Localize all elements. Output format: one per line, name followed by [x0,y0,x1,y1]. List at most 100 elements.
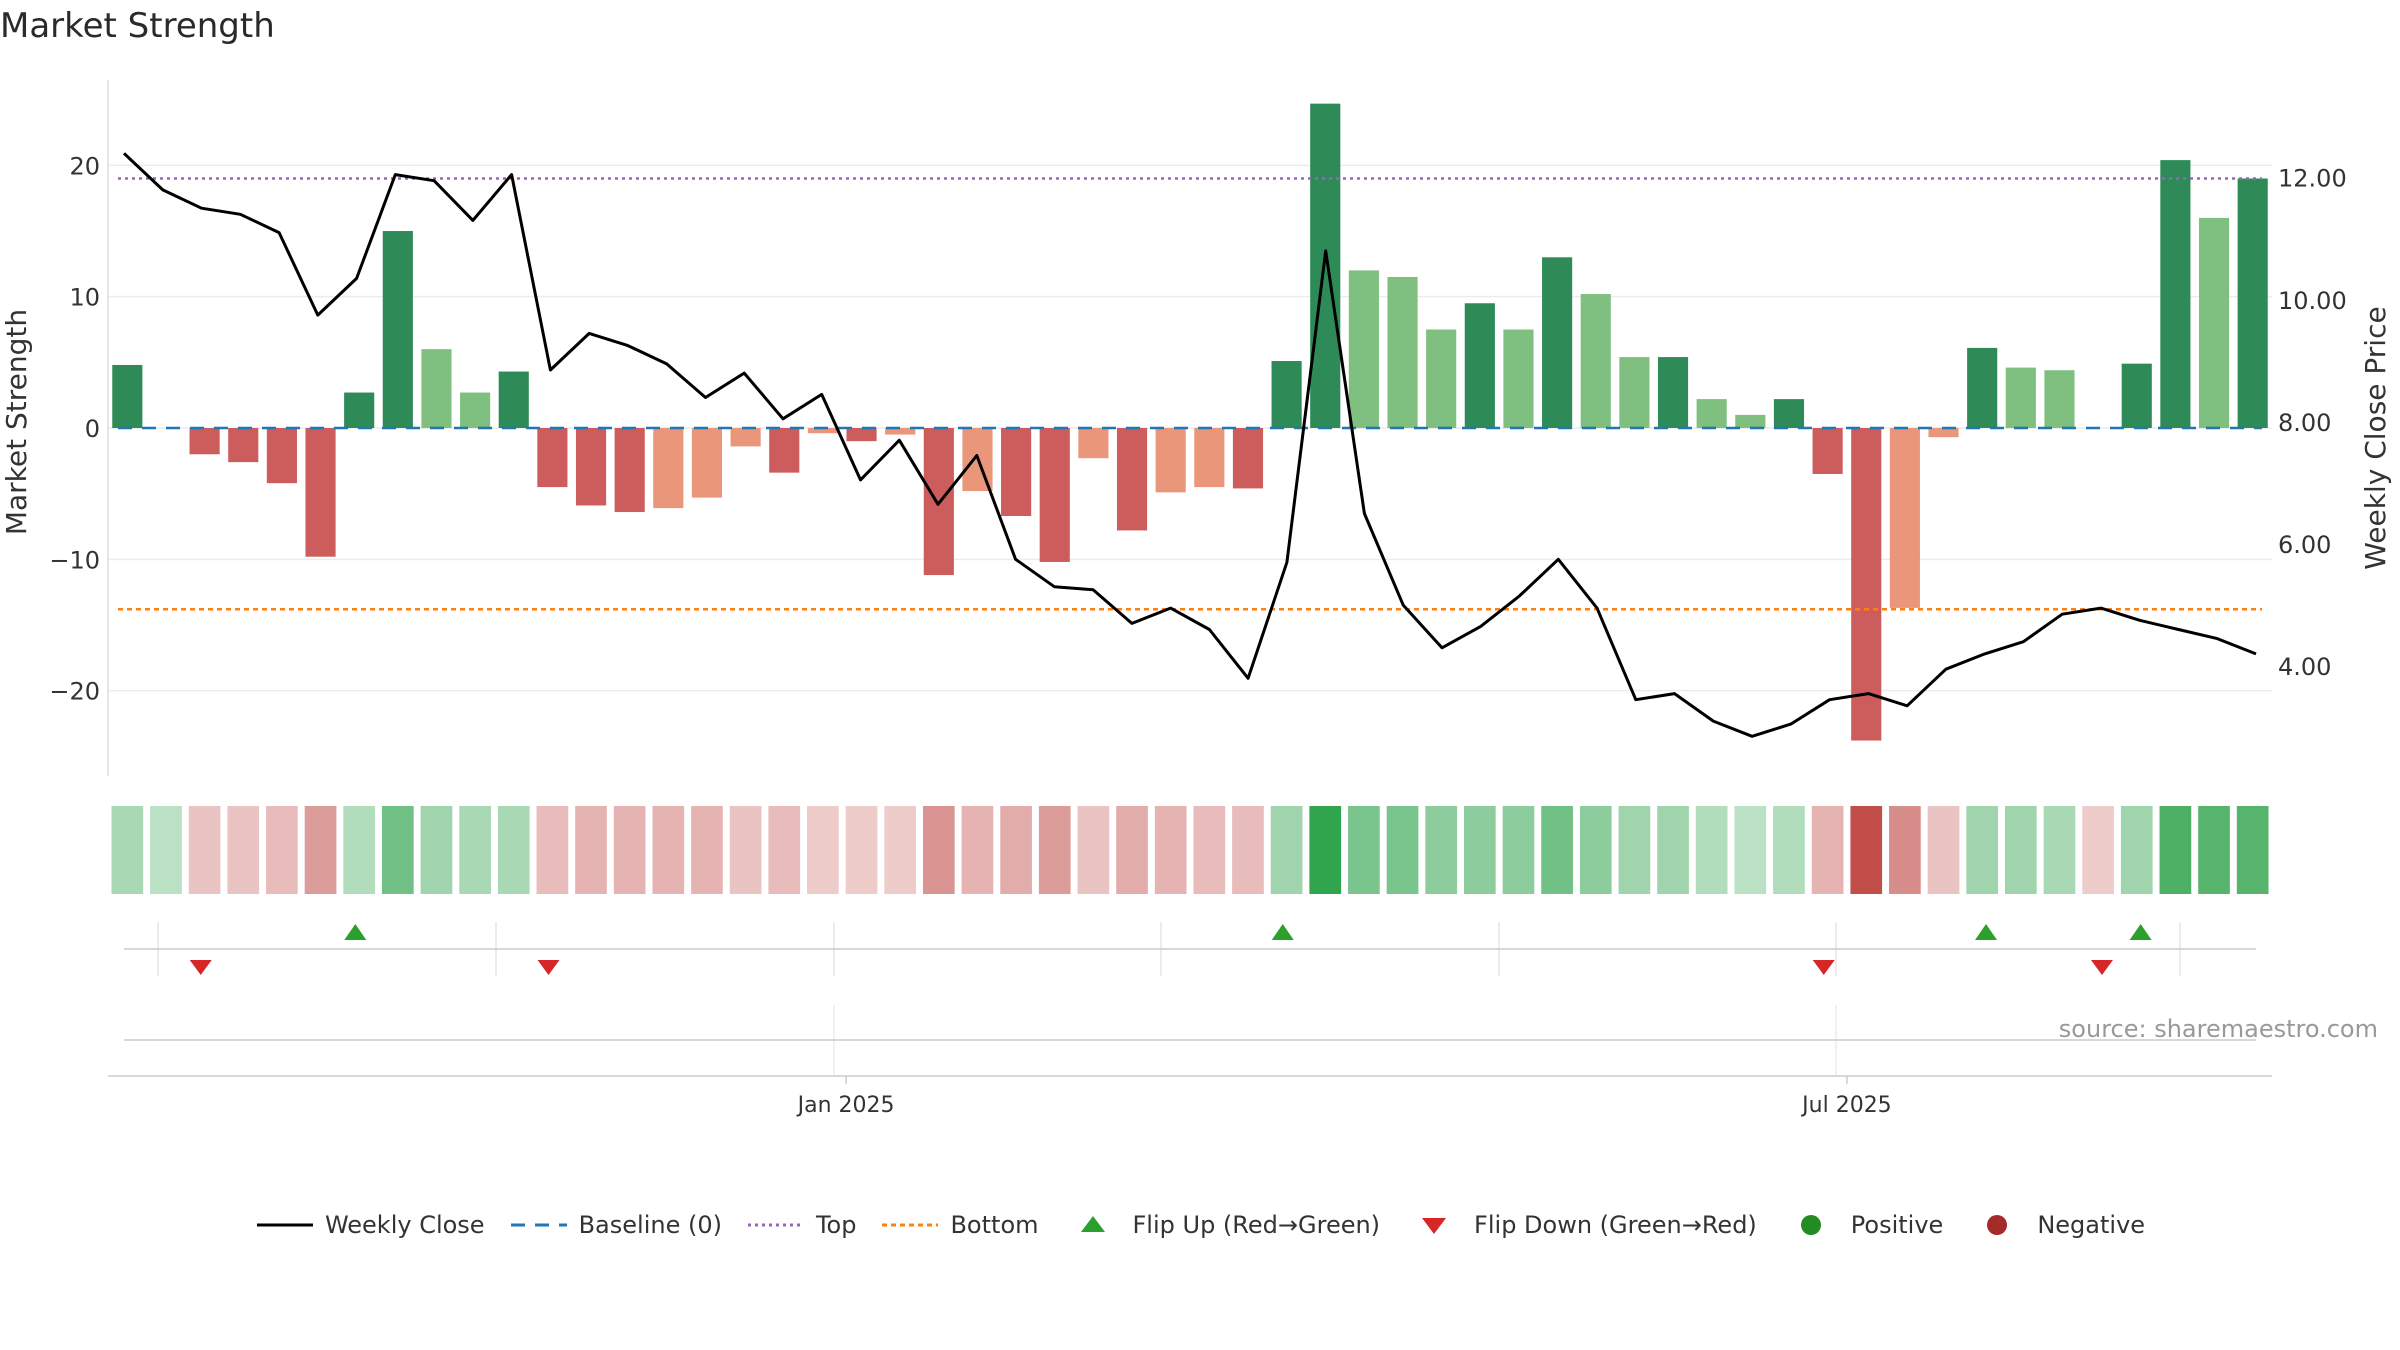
strength-bar [575,428,607,506]
bottom-legend-swatch [882,1223,939,1227]
y2-tick-label: 8.00 [2278,409,2331,437]
heat-cell [1966,806,1999,894]
y2-tick-label: 10.00 [2278,287,2347,315]
strength-bar [1773,399,1805,428]
strength-bar [344,392,375,428]
heat-cell [1927,806,1960,894]
flip-down-marker [2090,960,2113,975]
heat-cell [304,806,337,894]
weekly-close-polyline [122,152,2257,738]
heat-cell [1502,806,1535,894]
flip_down-swatch-shape [1422,1218,1447,1234]
flip_down-legend-swatch [1422,1218,1447,1234]
strength-bar [112,364,143,428]
heat-cell [111,806,144,894]
strength-bar [2237,178,2268,428]
y2-tick-label: 6.00 [2278,531,2331,559]
heat-cell [1193,806,1226,894]
heat-cell [1811,806,1844,894]
heat-cell [2043,806,2076,894]
line-legend-swatch [256,1223,313,1227]
strength-bar [266,428,297,484]
heat-cell [1463,806,1496,894]
strength-bar [1928,428,1959,438]
heat-cell [188,806,221,894]
x-tick-label: Jan 2025 [796,1093,895,1118]
legend-item-line: Weekly Close [255,1210,485,1240]
heat-cell [2198,806,2230,894]
heat-cell [497,806,530,894]
strength-bar [1967,347,1998,428]
chart-title: Market Strength [0,6,275,46]
strength-bar [2160,160,2191,429]
legend-label: Top [815,1211,857,1239]
y2-tick-label: 4.00 [2278,653,2331,681]
heat-cell [1425,806,1458,894]
strength-bar [1232,428,1264,489]
heat-cell [1116,806,1148,894]
strength-bar [2005,367,2036,428]
market-strength-chart: 20 10 0 −10 −20 Market Strength 12.00 10.00 8.0… [0,80,2392,1118]
y2-tick-label: 12.00 [2278,165,2347,193]
heat-cell [1077,806,1110,894]
strength-bar [1078,428,1109,459]
strength-bar [1271,361,1302,428]
heat-cell [536,806,569,894]
strength-bar [228,428,259,463]
y2-axis-title: Weekly Close Price [2359,306,2392,569]
heat-cell [1000,806,1032,894]
heat-cell [1270,806,1303,894]
heat-cell [1348,806,1380,894]
strength-bar [1619,357,1650,428]
heat-cell [1773,806,1805,894]
y-tick-label: −10 [49,546,100,574]
heat-cell [2120,806,2153,894]
strength-bar [1039,428,1070,562]
strength-bar [769,428,800,473]
legend-item-negative: Negative [1967,1210,2145,1240]
heat-cell [420,806,453,894]
strength-bar [1696,399,1727,428]
heat-cell [729,806,762,894]
flip-markers-panel [124,922,2256,976]
heat-cell [768,806,801,894]
legend-label: Negative [2037,1211,2146,1239]
heat-cell [2004,806,2037,894]
legend-item-positive: Positive [1781,1210,1943,1240]
heat-cell [459,806,491,894]
negative-legend-swatch [1987,1215,2008,1235]
strength-bar [1464,303,1495,428]
strength-bar [189,428,220,455]
reference-lines [118,177,2262,611]
strength-bar [421,349,452,428]
heat-cell [2236,806,2269,894]
baseline-legend-swatch [510,1223,567,1227]
strength-bar [1503,329,1534,428]
flip-up-marker [2129,924,2152,940]
flip-up-marker [1975,924,1998,940]
strength-bar [1348,270,1379,428]
heat-cell [1695,806,1728,894]
strength-bar [653,428,684,509]
heat-cell [227,806,260,894]
heat-cell [1889,806,1921,894]
strength-bar [846,428,877,442]
strength-bar [460,392,491,428]
strength-bar [1735,414,1766,428]
heat-cell [845,806,878,894]
strength-bar [807,428,838,434]
strength-bar [614,428,645,513]
bottom-panel [124,1005,2256,1075]
heat-cell [150,806,182,894]
positive-legend-swatch [1800,1215,1821,1235]
strength-bar [1657,357,1689,428]
y-tick-label: 20 [69,152,100,180]
flip-up-marker [344,924,367,940]
heat-cell [381,806,414,894]
strength-bar [1116,428,1148,531]
heat-cell [1038,806,1071,894]
weekly-close-line [122,152,2257,738]
heat-cell [691,806,723,894]
flip_up-swatch-shape [1080,1216,1105,1232]
heat-cell [2159,806,2192,894]
